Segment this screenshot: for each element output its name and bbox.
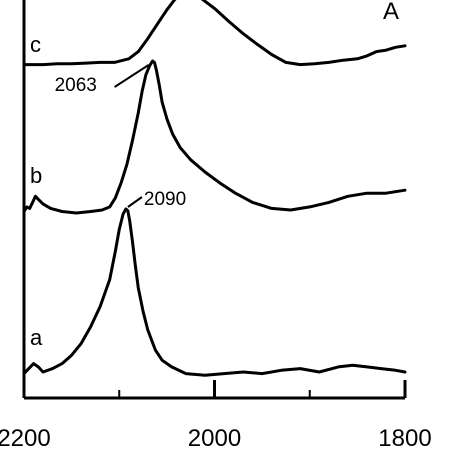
series-label-a: a xyxy=(30,325,43,350)
panel-label: A xyxy=(383,0,399,25)
series-label-b: b xyxy=(30,163,42,188)
peak-label-a: 2090 xyxy=(144,189,186,210)
x-tick-label: 1800 xyxy=(378,425,431,452)
x-tick-label: 2000 xyxy=(188,425,241,452)
peak-leader-b xyxy=(114,64,150,88)
series-layer xyxy=(22,0,407,377)
peak-leader-a xyxy=(127,196,143,208)
series-label-c: c xyxy=(30,32,41,57)
peak-label-b: 2063 xyxy=(55,75,97,96)
axes: 2200 2000 1800 xyxy=(0,0,432,452)
series-line-c xyxy=(22,0,407,67)
series-line-a xyxy=(22,207,407,377)
series-line-b xyxy=(22,59,407,215)
x-tick-label: 2200 xyxy=(0,425,51,452)
labels-layer: a 2090 b 2063 c xyxy=(30,32,186,350)
